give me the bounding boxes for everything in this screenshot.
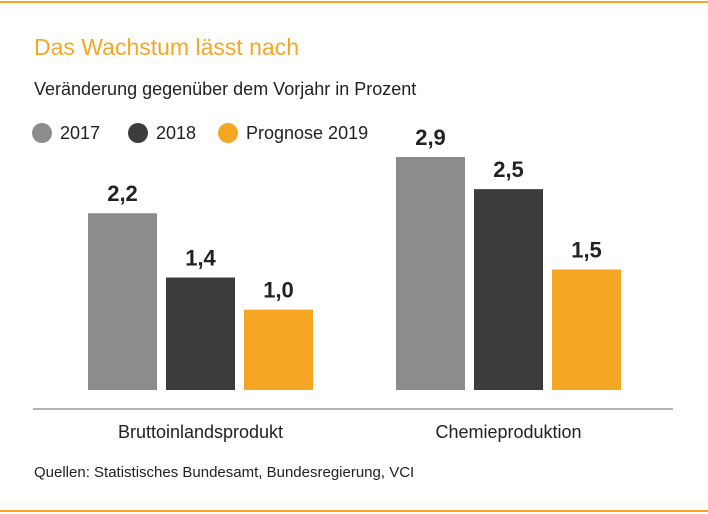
legend-swatch-2018 xyxy=(128,123,148,143)
legend: 2017 2018 Prognose 2019 xyxy=(32,120,412,146)
data-label-2-3: 1,5 xyxy=(571,237,602,262)
bar-1-1 xyxy=(88,213,157,390)
legend-swatch-prognose-2019 xyxy=(218,123,238,143)
legend-item-2017: 2017 xyxy=(32,120,100,146)
chart-subtitle: Veränderung gegenüber dem Vorjahr in Pro… xyxy=(34,79,417,99)
data-label-2-2: 2,5 xyxy=(493,157,524,182)
bar-2-2 xyxy=(474,189,543,390)
category-label-2: Chemieproduktion xyxy=(435,422,581,442)
bottom-rule xyxy=(0,510,708,512)
source-note: Quellen: Statistisches Bundesamt, Bundes… xyxy=(34,464,415,481)
legend-item-2018: 2018 xyxy=(128,120,196,146)
legend-item-prognose-2019: Prognose 2019 xyxy=(218,120,368,146)
legend-label-2018: 2018 xyxy=(156,122,197,143)
data-label-1-3: 1,0 xyxy=(263,278,294,303)
bar-2-3 xyxy=(552,269,621,390)
data-label-1-1: 2,2 xyxy=(107,181,138,206)
chart-title: Das Wachstum lässt nach xyxy=(34,34,300,60)
data-label-1-2: 1,4 xyxy=(185,246,216,271)
category-label-1: Bruttoinlandsprodukt xyxy=(118,422,283,442)
data-label-2-1: 2,9 xyxy=(415,125,446,150)
bar-1-3 xyxy=(244,309,313,390)
bar-2-1 xyxy=(396,157,465,390)
legend-swatch-2017 xyxy=(32,123,52,143)
legend-label-2017: 2017 xyxy=(60,122,101,143)
top-rule xyxy=(0,1,708,3)
bar-1-2 xyxy=(166,277,235,390)
legend-label-prognose-2019: Prognose 2019 xyxy=(246,122,369,143)
